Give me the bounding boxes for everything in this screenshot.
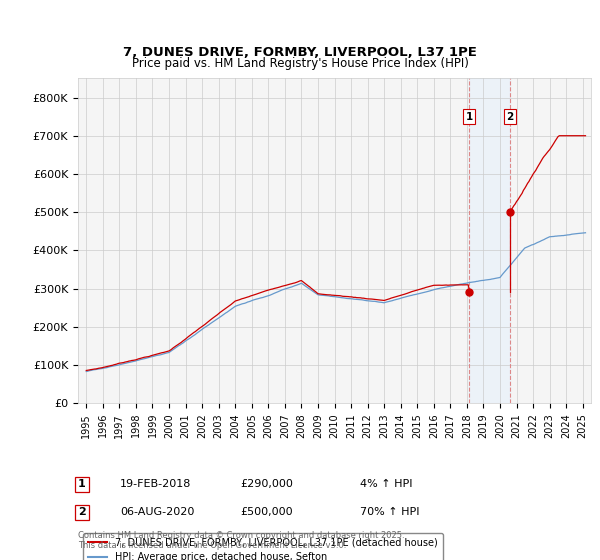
Text: 1: 1 <box>78 479 86 489</box>
Text: £290,000: £290,000 <box>240 479 293 489</box>
Legend: 7, DUNES DRIVE, FORMBY, LIVERPOOL, L37 1PE (detached house), HPI: Average price,: 7, DUNES DRIVE, FORMBY, LIVERPOOL, L37 1… <box>83 533 443 560</box>
Text: Contains HM Land Registry data © Crown copyright and database right 2025.
This d: Contains HM Land Registry data © Crown c… <box>78 530 404 550</box>
Bar <box>469 78 510 403</box>
Text: 70% ↑ HPI: 70% ↑ HPI <box>360 507 419 517</box>
Text: 19-FEB-2018: 19-FEB-2018 <box>120 479 191 489</box>
Text: 2: 2 <box>506 111 514 122</box>
Text: £500,000: £500,000 <box>240 507 293 517</box>
Text: Price paid vs. HM Land Registry's House Price Index (HPI): Price paid vs. HM Land Registry's House … <box>131 57 469 70</box>
Text: 7, DUNES DRIVE, FORMBY, LIVERPOOL, L37 1PE: 7, DUNES DRIVE, FORMBY, LIVERPOOL, L37 1… <box>123 46 477 59</box>
Text: 2: 2 <box>78 507 86 517</box>
Text: 06-AUG-2020: 06-AUG-2020 <box>120 507 194 517</box>
Text: 1: 1 <box>466 111 473 122</box>
Text: 4% ↑ HPI: 4% ↑ HPI <box>360 479 413 489</box>
